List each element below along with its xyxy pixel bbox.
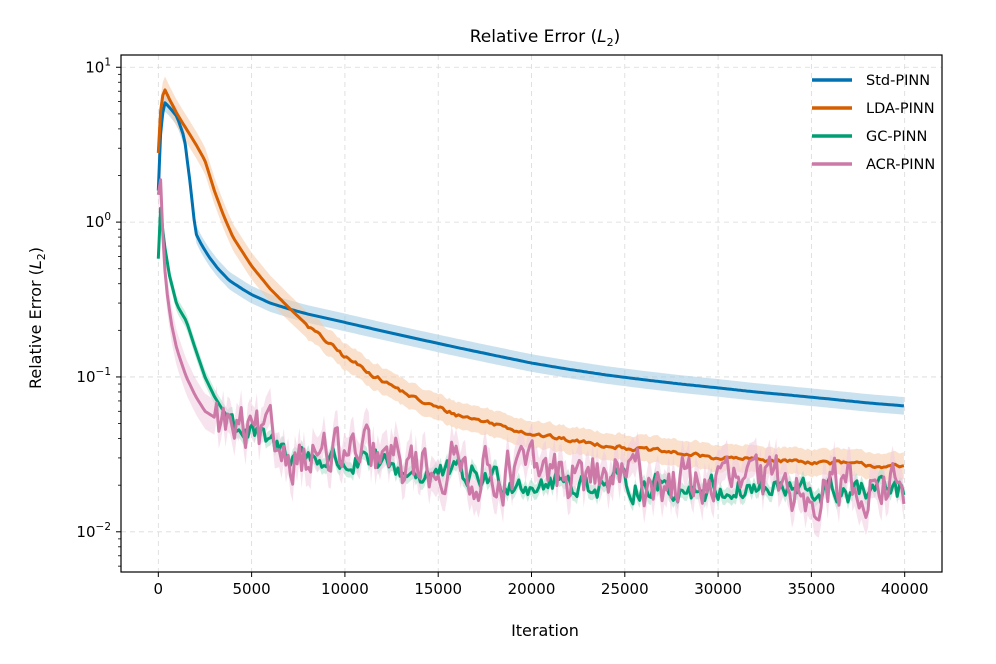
std-pinn-legend-label: Std-PINN bbox=[866, 73, 930, 89]
lda-pinn-line bbox=[156, 88, 905, 470]
x-tick-label: 20000 bbox=[508, 580, 556, 598]
x-tick-label: 10000 bbox=[321, 580, 369, 598]
axis-ticks: 0 5000 10000 15000 20000 25000 30000 35000 40000… bbox=[76, 56, 928, 598]
x-tick-label: 40000 bbox=[881, 580, 929, 598]
x-tick-label: 15000 bbox=[414, 580, 462, 598]
chart-title: Relative Error (L2) bbox=[470, 27, 621, 49]
y-tick-label: 10−2 bbox=[76, 521, 111, 541]
x-tick-label: 30000 bbox=[694, 580, 742, 598]
x-tick-label: 5000 bbox=[233, 580, 271, 598]
acr-pinn-line bbox=[156, 178, 906, 522]
y-tick-label: 10−1 bbox=[76, 366, 111, 386]
x-tick-label: 35000 bbox=[788, 580, 836, 598]
x-tick-label: 0 bbox=[154, 580, 164, 598]
std-pinn-line bbox=[156, 101, 905, 408]
x-tick-label: 25000 bbox=[601, 580, 649, 598]
y-tick-label: 100 bbox=[85, 211, 111, 231]
x-axis-label: Iteration bbox=[511, 621, 579, 640]
y-tick-label: 101 bbox=[85, 56, 111, 76]
series-lines bbox=[156, 88, 906, 522]
legend: Std-PINN LDA-PINN GC-PINN ACR-PINN bbox=[812, 73, 935, 173]
acr-pinn-band bbox=[158, 162, 904, 538]
grid bbox=[121, 55, 942, 572]
acr-pinn-legend-label: ACR-PINN bbox=[866, 157, 935, 173]
y-axis-label: Relative Error (L2) bbox=[26, 247, 48, 389]
gc-pinn-legend-label: GC-PINN bbox=[866, 129, 927, 145]
lda-pinn-legend-label: LDA-PINN bbox=[866, 101, 935, 117]
